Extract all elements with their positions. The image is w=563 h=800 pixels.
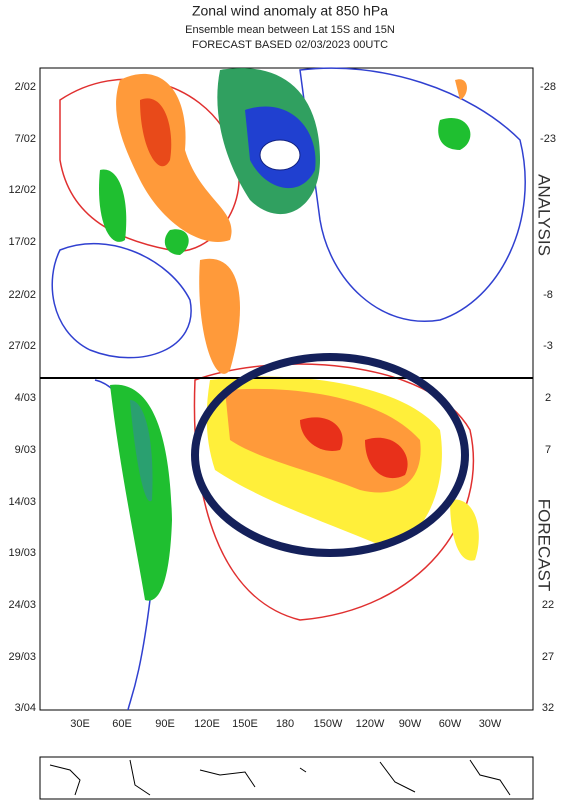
longitude-label: 60E (112, 718, 132, 730)
analysis-label: ANALYSIS (535, 174, 554, 256)
date-label: 14/03 (8, 496, 36, 508)
forecast-label: FORECAST (535, 499, 554, 592)
forecast-line: FORECAST BASED 02/03/2023 00UTC (192, 39, 388, 51)
longitude-label: 150W (314, 718, 343, 730)
date-label: 12/02 (8, 184, 36, 196)
longitude-label: 150E (232, 718, 258, 730)
day-label: 27 (542, 651, 554, 663)
day-label: -3 (543, 340, 553, 352)
date-label: 19/03 (8, 547, 36, 559)
date-label: 17/02 (8, 236, 36, 248)
plot-area (39, 67, 534, 711)
date-label: 27/02 (8, 340, 36, 352)
date-label: 4/03 (15, 392, 36, 404)
reference-map (39, 756, 534, 800)
title: Zonal wind anomaly at 850 hPa (192, 3, 388, 19)
day-label: -28 (540, 81, 556, 93)
day-label: 2 (545, 392, 551, 404)
day-label: 7 (545, 444, 551, 456)
date-label: 22/02 (8, 289, 36, 301)
date-label: 24/03 (8, 599, 36, 611)
date-label: 2/02 (15, 81, 36, 93)
longitude-label: 30W (479, 718, 502, 730)
date-label: 9/03 (15, 444, 36, 456)
longitude-label: 60W (439, 718, 462, 730)
date-label: 3/04 (15, 702, 36, 714)
longitude-label: 90E (155, 718, 175, 730)
subtitle: Ensemble mean between Lat 15S and 15N (185, 24, 395, 36)
longitude-label: 90W (399, 718, 422, 730)
highlight-ellipse (191, 353, 469, 557)
day-label: 32 (542, 702, 554, 714)
longitude-label: 30E (70, 718, 90, 730)
day-label: -8 (543, 289, 553, 301)
day-label: 22 (542, 599, 554, 611)
left-axis: 2/02 7/02 12/02 17/02 22/02 27/02 4/03 9… (8, 81, 36, 714)
date-label: 7/02 (15, 133, 36, 145)
right-axis: -28 -23 -8 -3 2 7 22 27 32 (540, 81, 556, 714)
longitude-label: 120E (194, 718, 220, 730)
date-label: 29/03 (8, 651, 36, 663)
longitude-label: 180 (276, 718, 294, 730)
longitude-label: 120W (356, 718, 385, 730)
x-axis: 30E 60E 90E 120E 150E 180 150W 120W 90W … (70, 718, 502, 730)
day-label: -23 (540, 133, 556, 145)
